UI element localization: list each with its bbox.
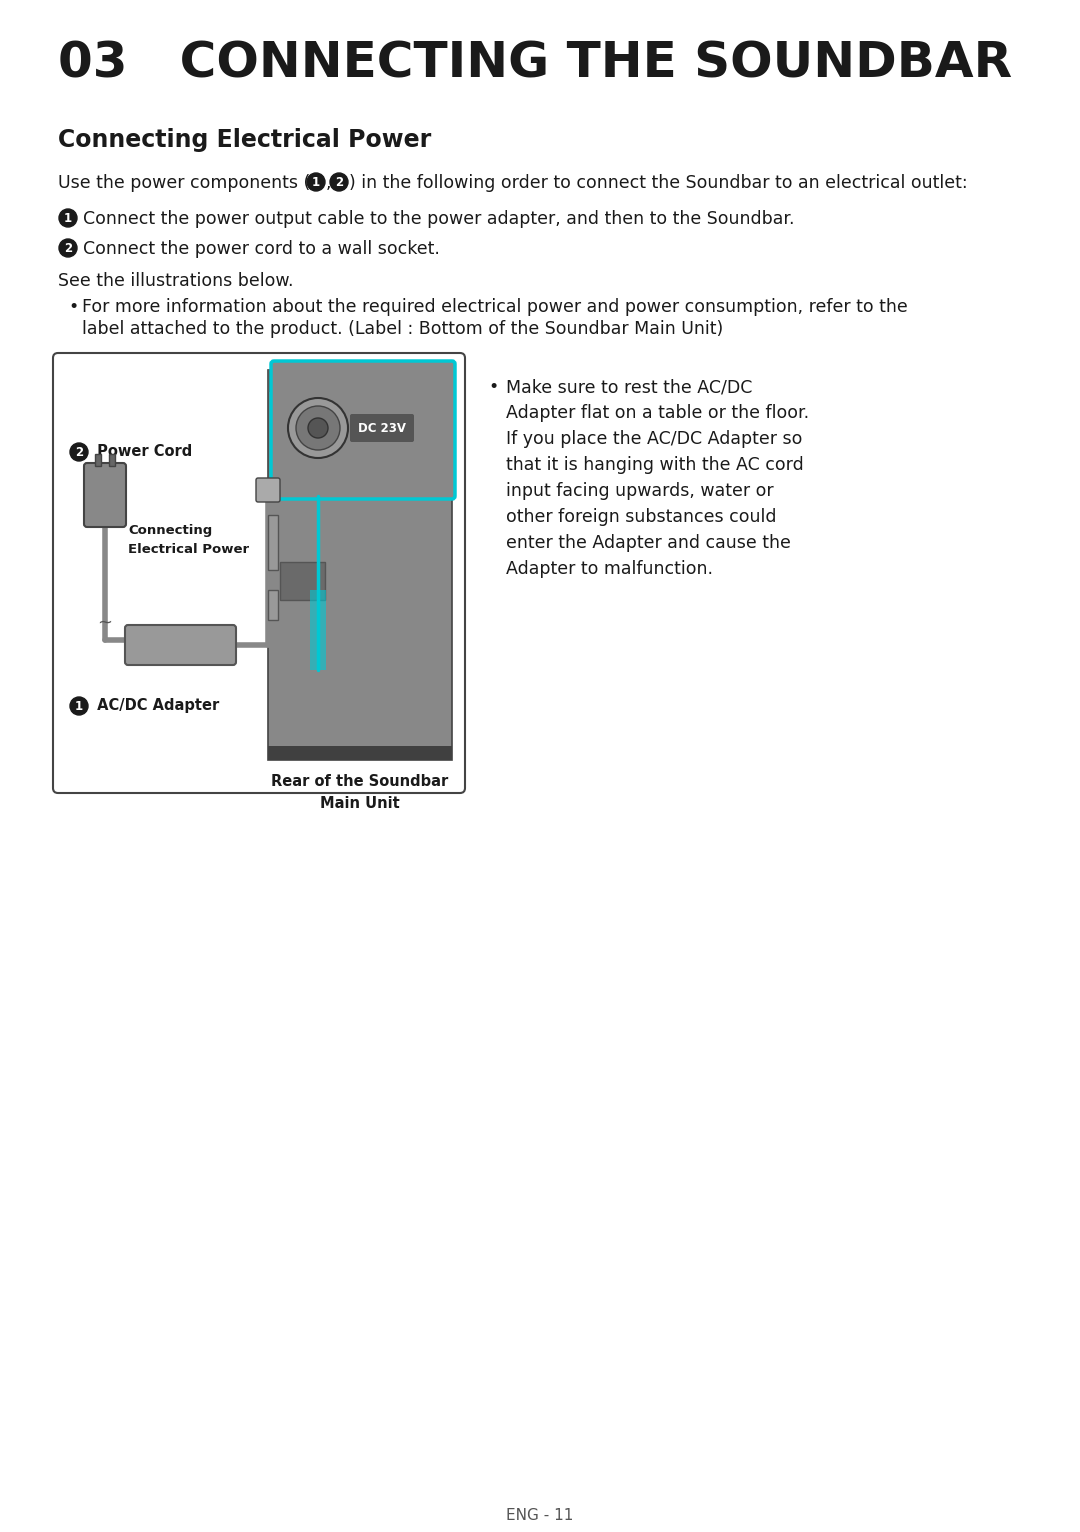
Text: Adapter to malfunction.: Adapter to malfunction. bbox=[507, 561, 713, 578]
Text: For more information about the required electrical power and power consumption, : For more information about the required … bbox=[82, 299, 908, 316]
Text: 2: 2 bbox=[335, 176, 343, 188]
Bar bbox=[109, 453, 114, 466]
Bar bbox=[95, 453, 102, 466]
Text: Power Cord: Power Cord bbox=[92, 444, 192, 460]
Text: Connect the power output cable to the power adapter, and then to the Soundbar.: Connect the power output cable to the po… bbox=[83, 210, 795, 228]
Text: 1: 1 bbox=[312, 176, 320, 188]
Text: Connecting: Connecting bbox=[129, 524, 213, 538]
Text: Electrical Power: Electrical Power bbox=[129, 542, 249, 556]
Text: ,: , bbox=[326, 175, 337, 192]
Text: DC 23V: DC 23V bbox=[357, 421, 406, 435]
Text: •: • bbox=[68, 299, 78, 316]
Text: Adapter flat on a table or the floor.: Adapter flat on a table or the floor. bbox=[507, 404, 809, 421]
Text: enter the Adapter and cause the: enter the Adapter and cause the bbox=[507, 535, 791, 552]
Text: ) in the following order to connect the Soundbar to an electrical outlet:: ) in the following order to connect the … bbox=[349, 175, 968, 192]
Circle shape bbox=[330, 173, 348, 192]
Text: ENG - 11: ENG - 11 bbox=[507, 1507, 573, 1523]
Bar bbox=[268, 371, 453, 392]
Circle shape bbox=[296, 406, 340, 450]
Text: If you place the AC/DC Adapter so: If you place the AC/DC Adapter so bbox=[507, 430, 802, 447]
Text: input facing upwards, water or: input facing upwards, water or bbox=[507, 483, 773, 499]
FancyBboxPatch shape bbox=[350, 414, 414, 443]
Circle shape bbox=[70, 443, 87, 461]
Text: Main Unit: Main Unit bbox=[320, 797, 400, 810]
Text: 1: 1 bbox=[75, 700, 83, 712]
Text: other foreign substances could: other foreign substances could bbox=[507, 509, 777, 525]
FancyBboxPatch shape bbox=[125, 625, 237, 665]
Circle shape bbox=[308, 418, 328, 438]
FancyBboxPatch shape bbox=[84, 463, 126, 527]
Bar bbox=[268, 746, 453, 760]
Bar bbox=[268, 590, 278, 620]
Text: label attached to the product. (Label : Bottom of the Soundbar Main Unit): label attached to the product. (Label : … bbox=[82, 320, 724, 339]
Text: Make sure to rest the AC/DC: Make sure to rest the AC/DC bbox=[507, 378, 753, 395]
Circle shape bbox=[70, 697, 87, 715]
Text: Connecting Electrical Power: Connecting Electrical Power bbox=[58, 129, 431, 152]
FancyBboxPatch shape bbox=[256, 478, 280, 502]
Text: See the illustrations below.: See the illustrations below. bbox=[58, 273, 294, 290]
Text: 2: 2 bbox=[64, 242, 72, 254]
Text: Rear of the Soundbar: Rear of the Soundbar bbox=[271, 774, 448, 789]
Text: ~: ~ bbox=[97, 614, 112, 633]
Text: 2: 2 bbox=[75, 446, 83, 458]
Text: •: • bbox=[488, 378, 498, 395]
Text: Connect the power cord to a wall socket.: Connect the power cord to a wall socket. bbox=[83, 241, 440, 257]
FancyBboxPatch shape bbox=[53, 352, 465, 794]
Circle shape bbox=[59, 239, 77, 257]
Text: 1: 1 bbox=[64, 211, 72, 225]
Circle shape bbox=[59, 208, 77, 227]
Bar bbox=[310, 590, 326, 669]
Circle shape bbox=[288, 398, 348, 458]
Bar bbox=[268, 371, 453, 760]
Text: AC/DC Adapter: AC/DC Adapter bbox=[92, 699, 219, 712]
Bar bbox=[268, 515, 278, 570]
FancyBboxPatch shape bbox=[271, 362, 455, 499]
Text: that it is hanging with the AC cord: that it is hanging with the AC cord bbox=[507, 457, 804, 473]
Bar bbox=[280, 562, 325, 601]
Text: 03   CONNECTING THE SOUNDBAR: 03 CONNECTING THE SOUNDBAR bbox=[58, 40, 1012, 87]
Text: Use the power components (: Use the power components ( bbox=[58, 175, 310, 192]
Circle shape bbox=[307, 173, 325, 192]
